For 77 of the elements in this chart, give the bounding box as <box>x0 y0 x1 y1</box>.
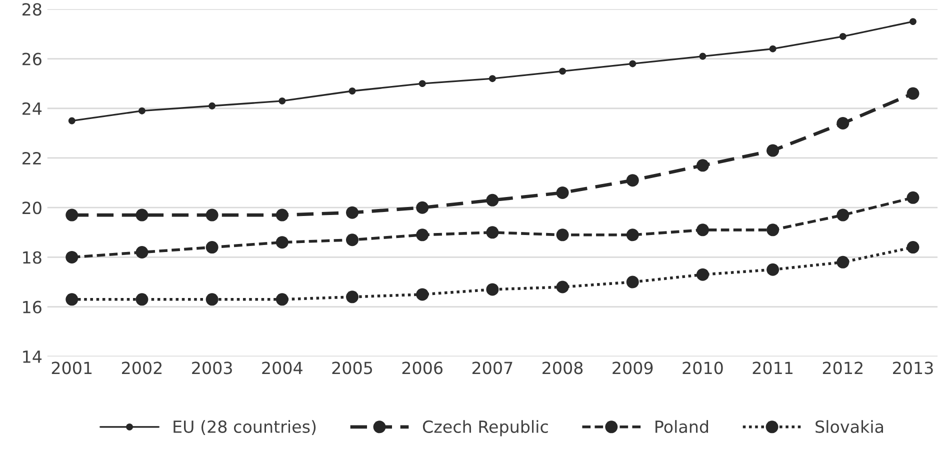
point <box>556 280 569 294</box>
point <box>906 87 920 100</box>
x-tick-label: 2007 <box>472 362 512 374</box>
point <box>278 97 286 104</box>
point <box>766 263 780 276</box>
point <box>699 52 706 60</box>
point <box>626 228 639 242</box>
point <box>138 107 146 114</box>
x-tick-label: 2012 <box>822 362 862 374</box>
legend-label: Czech Republic <box>422 420 548 436</box>
point <box>626 174 639 187</box>
y-tick-label: 14 <box>23 350 42 363</box>
point <box>416 228 429 242</box>
point <box>136 208 148 222</box>
point <box>559 68 566 75</box>
legend-label: Slovakia <box>816 420 883 433</box>
point <box>486 226 499 239</box>
point <box>276 293 288 306</box>
y-tick-label: 16 <box>23 300 42 314</box>
point <box>696 268 709 281</box>
point <box>68 117 76 124</box>
point <box>696 224 709 236</box>
point <box>348 88 356 94</box>
y-tick-label: 18 <box>23 251 42 264</box>
point <box>626 276 639 288</box>
point <box>836 256 850 268</box>
legend-label: EU (28 countries) <box>174 420 316 435</box>
x-tick-label: 2013 <box>893 362 933 374</box>
y-tick-label: 24 <box>22 102 42 115</box>
point <box>416 201 429 214</box>
point <box>206 293 218 306</box>
point <box>629 60 636 68</box>
point <box>836 208 850 222</box>
point <box>346 206 359 219</box>
point <box>66 250 78 264</box>
x-tick-label: 2003 <box>192 362 232 374</box>
point <box>766 224 780 236</box>
point <box>136 246 148 259</box>
x-tick-label: 2001 <box>52 362 92 374</box>
point <box>418 80 426 88</box>
point <box>206 241 218 254</box>
point <box>910 18 916 26</box>
point <box>766 144 780 157</box>
x-tick-label: 2009 <box>612 362 653 374</box>
y-tick-label: 28 <box>22 3 42 16</box>
point <box>206 208 218 222</box>
x-tick-label: 2010 <box>682 362 723 374</box>
y-tick-label: 22 <box>22 152 41 164</box>
x-tick-label: 2011 <box>752 362 792 374</box>
x-tick-label: 2008 <box>542 362 583 374</box>
y-tick-label: 26 <box>22 52 42 66</box>
legend-label: Poland <box>656 420 708 433</box>
y-tick-label: 20 <box>22 202 42 214</box>
point <box>839 32 846 40</box>
point <box>696 159 709 172</box>
point <box>136 293 148 306</box>
point <box>346 234 359 246</box>
point <box>346 290 359 304</box>
point <box>556 186 569 199</box>
point <box>276 236 288 249</box>
point <box>906 241 920 254</box>
x-tick-label: 2005 <box>332 362 372 374</box>
point <box>486 194 499 206</box>
point <box>416 288 429 301</box>
point <box>486 283 499 296</box>
point <box>488 75 496 82</box>
point <box>208 102 216 110</box>
point <box>276 208 288 222</box>
point <box>66 293 78 306</box>
x-tick-label: 2004 <box>262 362 302 374</box>
x-tick-label: 2006 <box>402 362 443 374</box>
x-tick-label: 2002 <box>122 362 162 374</box>
point <box>66 208 78 222</box>
point <box>906 191 920 204</box>
point <box>769 45 776 52</box>
point <box>556 228 569 242</box>
point <box>836 117 850 130</box>
